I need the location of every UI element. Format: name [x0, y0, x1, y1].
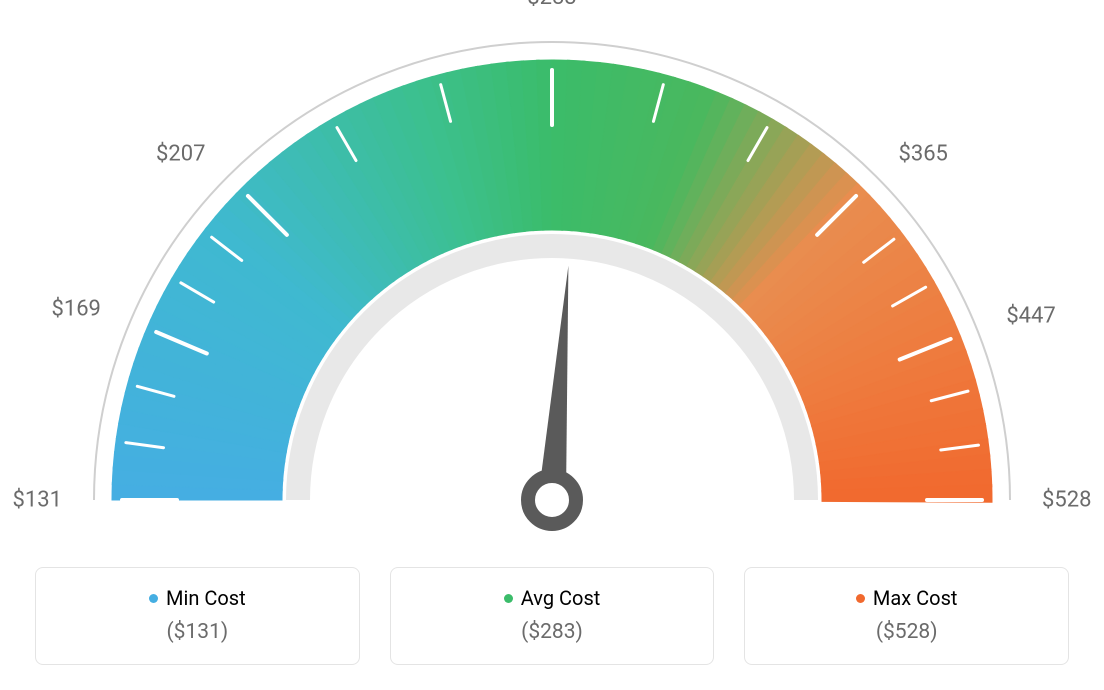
gauge-tick-label: $207: [156, 141, 205, 166]
gauge-tick-label: $283: [527, 0, 576, 10]
legend-title-max: Max Cost: [856, 586, 958, 610]
gauge-chart: $131 $169 $207 $283 $365 $447 $528: [0, 0, 1104, 560]
legend-title-avg: Avg Cost: [504, 586, 601, 610]
legend-card-avg: Avg Cost ($283): [390, 567, 715, 665]
legend-value-avg: ($283): [401, 620, 704, 644]
legend-dot-min: [149, 594, 158, 603]
legend-value-max: ($528): [755, 620, 1058, 644]
legend-value-min: ($131): [46, 620, 349, 644]
legend-row: Min Cost ($131) Avg Cost ($283) Max Cost…: [35, 567, 1069, 665]
legend-dot-max: [856, 594, 865, 603]
gauge-tick-label: $447: [1006, 304, 1055, 329]
gauge-tick-label: $169: [51, 296, 100, 321]
legend-card-min: Min Cost ($131): [35, 567, 360, 665]
gauge-tick-label: $365: [898, 141, 947, 166]
legend-dot-avg: [504, 594, 513, 603]
gauge-tick-label: $528: [1042, 488, 1091, 513]
legend-label: Min Cost: [166, 586, 246, 610]
legend-label: Avg Cost: [521, 586, 601, 610]
legend-label: Max Cost: [873, 586, 958, 610]
gauge-tick-label: $131: [13, 488, 62, 513]
gauge-svg: [32, 30, 1072, 590]
legend-card-max: Max Cost ($528): [744, 567, 1069, 665]
legend-title-min: Min Cost: [149, 586, 246, 610]
